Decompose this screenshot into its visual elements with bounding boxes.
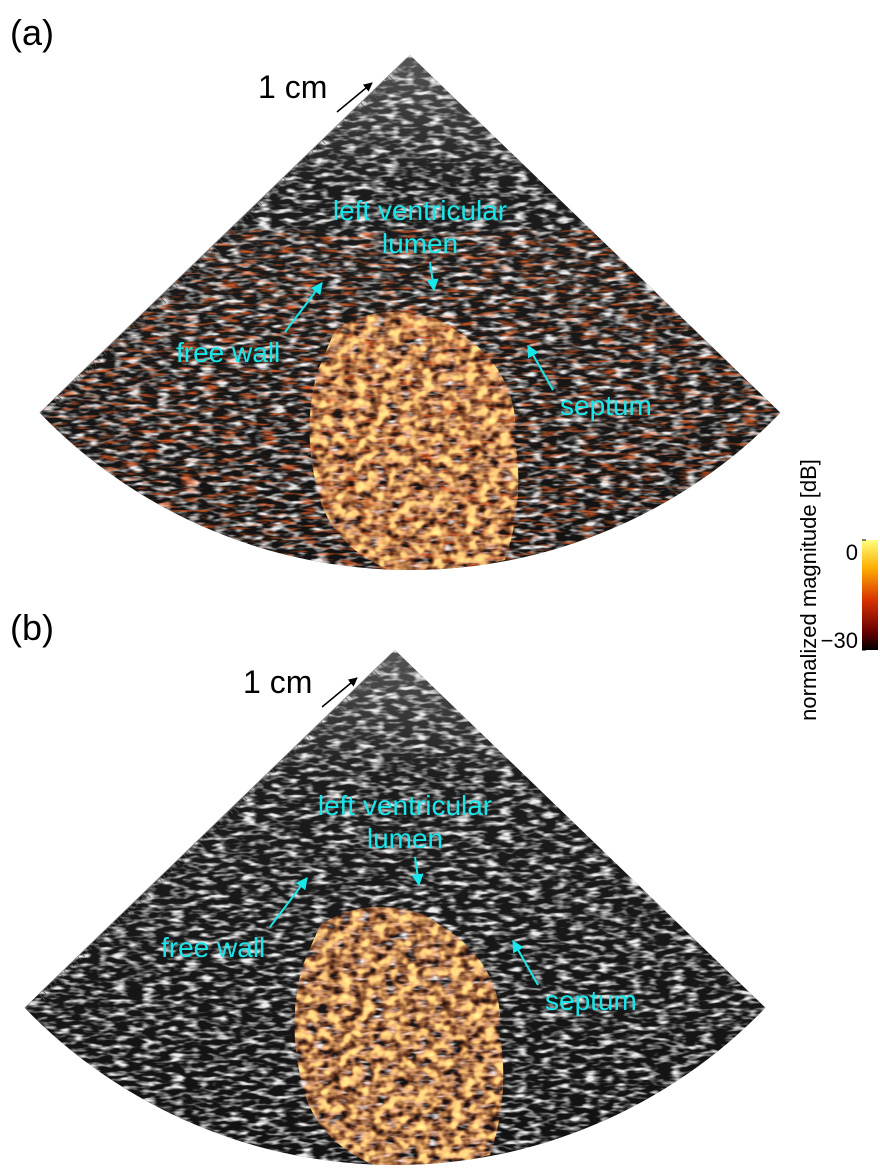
sector-content bbox=[0, 635, 845, 1173]
panel-label: (a) bbox=[10, 12, 54, 53]
scale-label: 1 cm bbox=[243, 664, 312, 700]
annotation: left ventricular bbox=[333, 195, 507, 226]
annotation: free wall bbox=[176, 337, 280, 368]
annotation: lumen bbox=[382, 228, 458, 259]
annotation: free wall bbox=[161, 932, 265, 963]
panel-label: (b) bbox=[10, 607, 54, 648]
colorbar-tick-label: 0 bbox=[846, 540, 858, 565]
panel-b: (b) 1 cm left ventricularlumen free wall sep… bbox=[0, 607, 845, 1173]
annotation: lumen bbox=[367, 823, 443, 854]
colorbar-tick-label: −30 bbox=[821, 628, 858, 653]
scale-label: 1 cm bbox=[258, 69, 327, 105]
figure: (a)1 cmleft ventricularlumenfree wallsep… bbox=[0, 0, 880, 1173]
annotation: septum bbox=[545, 985, 637, 1016]
sector-content bbox=[0, 40, 860, 580]
annotation: septum bbox=[560, 390, 652, 421]
annotation: left ventricular bbox=[318, 790, 492, 821]
colorbar-label: normalized magnitude [dB] bbox=[796, 459, 821, 721]
colorbar: normalized magnitude [dB] 0 −30 bbox=[796, 459, 878, 721]
colorbar-gradient bbox=[862, 540, 878, 650]
